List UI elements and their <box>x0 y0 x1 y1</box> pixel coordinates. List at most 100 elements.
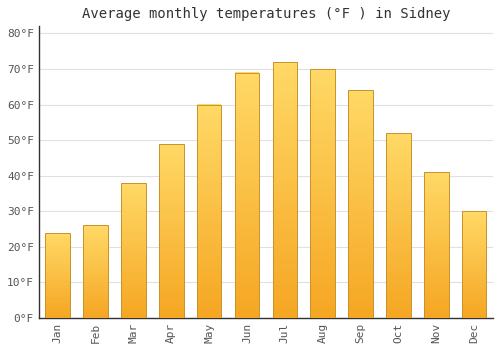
Bar <box>386 262 410 264</box>
Bar <box>272 233 297 236</box>
Bar <box>386 307 410 309</box>
Bar <box>46 266 70 267</box>
Bar <box>46 240 70 241</box>
Bar <box>234 94 260 97</box>
Bar <box>424 240 448 242</box>
Bar <box>386 146 410 148</box>
Bar <box>234 141 260 144</box>
Bar <box>46 270 70 271</box>
Bar <box>159 314 184 316</box>
Bar <box>386 283 410 285</box>
Bar <box>272 182 297 185</box>
Bar <box>159 276 184 278</box>
Bar <box>348 206 373 209</box>
Bar <box>234 198 260 200</box>
Bar <box>159 189 184 191</box>
Bar <box>310 159 335 161</box>
Bar <box>424 172 448 318</box>
Bar <box>424 286 448 287</box>
Bar <box>386 286 410 288</box>
Bar <box>462 271 486 272</box>
Bar <box>272 131 297 134</box>
Bar <box>386 140 410 142</box>
Bar <box>272 146 297 149</box>
Bar <box>121 271 146 272</box>
Bar <box>272 72 297 75</box>
Bar <box>234 188 260 190</box>
Bar <box>46 306 70 307</box>
Bar <box>234 208 260 210</box>
Bar <box>121 288 146 289</box>
Bar <box>424 283 448 285</box>
Bar <box>121 247 146 249</box>
Bar <box>159 307 184 309</box>
Bar <box>310 139 335 141</box>
Bar <box>234 244 260 247</box>
Bar <box>348 284 373 286</box>
Bar <box>46 238 70 239</box>
Bar <box>121 283 146 284</box>
Bar <box>234 166 260 168</box>
Bar <box>424 236 448 238</box>
Bar <box>348 195 373 197</box>
Bar <box>159 264 184 266</box>
Bar <box>84 305 108 306</box>
Bar <box>310 241 335 243</box>
Bar <box>424 213 448 215</box>
Bar <box>348 252 373 254</box>
Bar <box>159 191 184 192</box>
Bar <box>84 270 108 271</box>
Bar <box>424 225 448 226</box>
Bar <box>46 311 70 312</box>
Bar <box>46 233 70 234</box>
Bar <box>197 235 222 237</box>
Bar <box>234 97 260 99</box>
Bar <box>197 201 222 203</box>
Bar <box>197 109 222 111</box>
Bar <box>159 278 184 280</box>
Bar <box>121 280 146 281</box>
Bar <box>462 232 486 234</box>
Bar <box>424 292 448 293</box>
Bar <box>121 214 146 215</box>
Bar <box>386 216 410 218</box>
Bar <box>46 247 70 248</box>
Bar <box>121 272 146 273</box>
Bar <box>159 220 184 222</box>
Bar <box>197 113 222 115</box>
Bar <box>84 299 108 300</box>
Bar <box>121 273 146 275</box>
Bar <box>462 268 486 269</box>
Bar <box>348 142 373 145</box>
Bar <box>348 240 373 243</box>
Bar <box>310 261 335 263</box>
Bar <box>462 288 486 289</box>
Bar <box>386 255 410 257</box>
Bar <box>386 170 410 172</box>
Bar <box>310 116 335 119</box>
Bar <box>348 259 373 261</box>
Bar <box>424 184 448 185</box>
Bar <box>84 260 108 261</box>
Bar <box>197 207 222 209</box>
Bar <box>462 219 486 220</box>
Bar <box>159 217 184 219</box>
Bar <box>159 175 184 177</box>
Title: Average monthly temperatures (°F ) in Sidney: Average monthly temperatures (°F ) in Si… <box>82 7 450 21</box>
Bar <box>84 225 108 226</box>
Bar <box>234 288 260 291</box>
Bar <box>121 212 146 214</box>
Bar <box>424 203 448 204</box>
Bar <box>348 106 373 108</box>
Bar <box>348 238 373 240</box>
Bar <box>121 242 146 244</box>
Bar <box>424 204 448 206</box>
Bar <box>386 196 410 198</box>
Bar <box>386 299 410 301</box>
Bar <box>121 314 146 315</box>
Bar <box>234 310 260 313</box>
Bar <box>310 131 335 134</box>
Bar <box>84 289 108 290</box>
Bar <box>386 279 410 281</box>
Bar <box>234 193 260 195</box>
